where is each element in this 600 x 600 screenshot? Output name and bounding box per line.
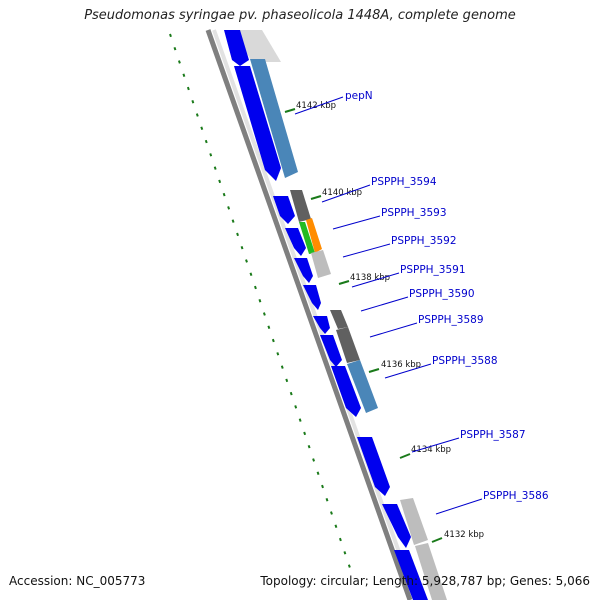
gene-labels: pepN PSPPH_3594 PSPPH_3593 PSPPH_3592 PS…: [345, 90, 549, 502]
kbp-tick: [399, 453, 411, 459]
gene-label-pspph-3587: PSPPH_3587: [460, 429, 526, 441]
forward-cds-track: [224, 30, 428, 600]
cds-steelblue: [347, 360, 378, 413]
kbp-label: 4134 kbp: [411, 445, 451, 455]
cds-arrow: [294, 258, 313, 283]
cds-arrow: [357, 437, 390, 496]
secondary-cds-track: [250, 59, 447, 600]
gene-label-pspph-3591: PSPPH_3591: [400, 264, 466, 276]
kbp-tick: [431, 537, 443, 543]
kbp-label: 4142 kbp: [296, 101, 336, 111]
cds-lightgray: [311, 250, 331, 278]
genome-backbone: [205, 29, 418, 600]
gene-label-pspph-3593: PSPPH_3593: [381, 207, 447, 219]
gene-leader-lines: [294, 96, 483, 515]
cds-arrow: [234, 66, 281, 181]
kbp-label: 4132 kbp: [444, 530, 484, 540]
cds-arrow: [394, 550, 428, 600]
gene-label-pspph-3586: PSPPH_3586: [483, 490, 549, 502]
cds-darkgray: [290, 190, 311, 222]
cds-arrow: [224, 30, 249, 66]
topology-text: Topology: circular; Length: 5,928,787 bp…: [260, 574, 590, 588]
kbp-tick: [338, 280, 350, 285]
cds-arrow: [382, 504, 411, 548]
accession-text: Accession: NC_005773: [9, 574, 146, 588]
gene-label-pspph-3590: PSPPH_3590: [409, 288, 475, 300]
map-title: Pseudomonas syringae pv. phaseolicola 14…: [84, 8, 516, 23]
gene-label-pspph-3592: PSPPH_3592: [391, 235, 457, 247]
cds-orange: [306, 218, 322, 253]
gene-label-pspph-3589: PSPPH_3589: [418, 314, 484, 326]
cds-darkgray: [330, 310, 348, 329]
gene-label-pepN: pepN: [345, 90, 373, 102]
kbp-tick: [310, 195, 322, 200]
cds-darkgray: [336, 327, 360, 363]
cds-arrow: [273, 196, 295, 224]
cds-lightgray: [400, 498, 428, 545]
kbp-tick: [284, 108, 296, 113]
cds-arrow: [331, 366, 361, 417]
cds-arrow: [285, 228, 306, 256]
gc-dotted-track: [169, 33, 351, 569]
gene-label-pspph-3594: PSPPH_3594: [371, 176, 437, 188]
kbp-label: 4140 kbp: [322, 188, 362, 198]
kbp-tick: [368, 368, 380, 373]
cds-arrow: [313, 316, 330, 334]
cds-arrow: [320, 335, 342, 367]
gene-label-pspph-3588: PSPPH_3588: [432, 355, 498, 367]
cds-lightgray: [415, 543, 447, 600]
cds-green: [299, 222, 315, 254]
kbp-label: 4138 kbp: [350, 273, 390, 283]
cds-arrow: [303, 285, 321, 310]
kbp-scale: 4142 kbp 4140 kbp 4138 kbp 4136 kbp 4134…: [284, 101, 484, 543]
cds-steelblue-pepN: [250, 59, 298, 178]
top-light-feature: [233, 30, 281, 62]
kbp-label: 4136 kbp: [381, 360, 421, 370]
